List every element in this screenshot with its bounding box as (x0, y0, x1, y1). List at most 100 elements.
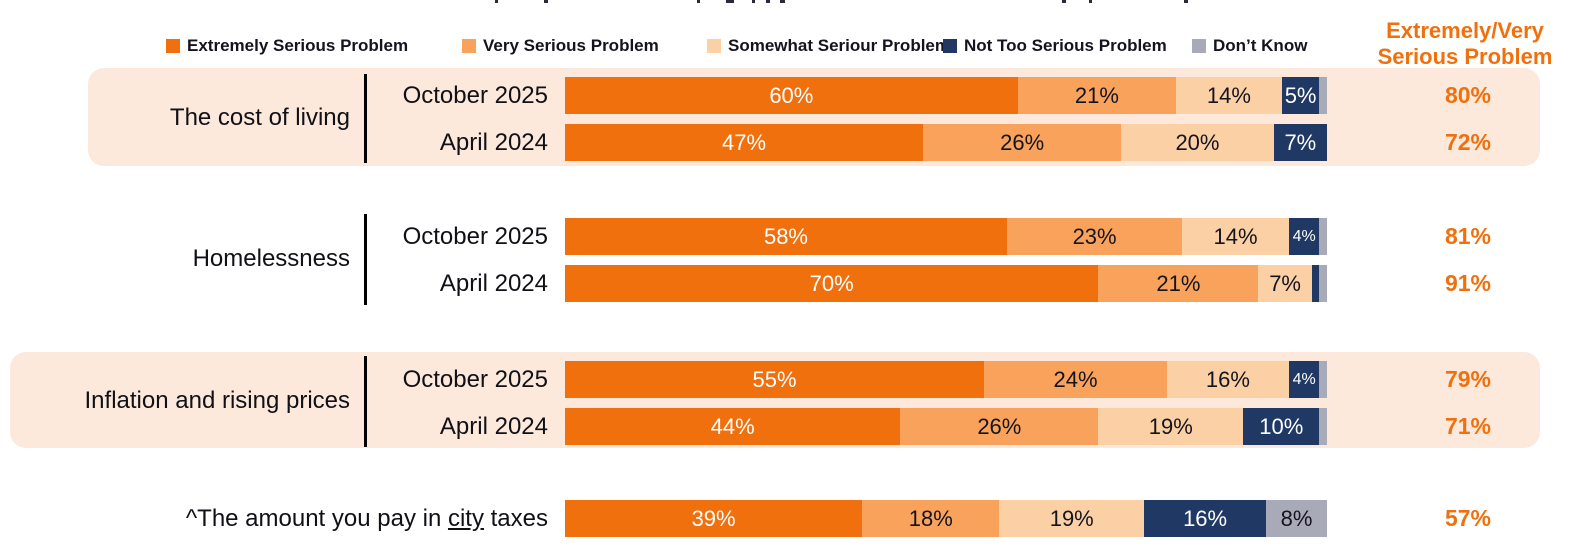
bar-segment-value: 55% (752, 366, 797, 392)
bar-segment-somewhat: 7% (1258, 265, 1312, 302)
bar-segment-not_too: 16% (1144, 500, 1267, 537)
legend-item-dont_know: Don’t Know (1192, 35, 1307, 57)
bar-segment-very: 24% (984, 361, 1167, 398)
bar-segment-not_too: 4% (1288, 218, 1320, 255)
bar-segment-very: 21% (1017, 77, 1177, 114)
legend-item-very: Very Serious Problem (462, 35, 659, 57)
bar-segment-value: 58% (763, 223, 808, 249)
bar-segment-extremely: 58% (565, 218, 1007, 255)
bar-segment-value: 14% (1206, 82, 1251, 108)
bar-segment-extremely: 47% (565, 124, 924, 161)
bar-segment-value: 5% (1284, 82, 1317, 108)
stacked-bar: 70% 21% 7% (565, 265, 1328, 302)
summary-value: 57% (1444, 505, 1492, 531)
cropped-title-fragment (697, 0, 700, 3)
bar-segment-value: 4% (1292, 227, 1316, 245)
bar-segment-value: 10% (1259, 413, 1304, 439)
bar-segment-very: 18% (862, 500, 1000, 537)
bar-segment-value: 16% (1183, 505, 1228, 531)
cropped-title-fragment (752, 0, 755, 3)
row-label-suffix: taxes (483, 505, 548, 532)
legend-swatch-not_too-icon (943, 39, 957, 53)
stacked-bar: 55% 24% 16% 4% (565, 361, 1327, 398)
stacked-bar: 60% 21% 14% 5% (565, 77, 1327, 114)
period-label: April 2024 (439, 413, 548, 440)
bar-segment-value: 14% (1213, 223, 1258, 249)
cropped-title-fragment (544, 0, 548, 3)
bar-segment-value: 20% (1175, 129, 1220, 155)
period-label: October 2025 (402, 366, 548, 393)
group-separator-line (364, 356, 367, 447)
summary-value: 79% (1444, 366, 1492, 392)
bar-segment-not_too: 7% (1273, 124, 1328, 161)
group-label: Homelessness (192, 245, 350, 272)
bar-segment-extremely: 70% (565, 265, 1099, 302)
bar-segment-dont_know (1319, 77, 1327, 114)
bar-segment-very: 23% (1006, 218, 1183, 255)
bar-segment-value: 16% (1205, 366, 1250, 392)
legend-swatch-extremely-icon (166, 39, 180, 53)
bar-segment-not_too: 10% (1243, 408, 1320, 445)
period-label: April 2024 (439, 129, 548, 156)
bar-segment-value: 19% (1049, 505, 1094, 531)
legend-label: Don’t Know (1213, 36, 1308, 55)
period-label: October 2025 (402, 223, 548, 250)
bar-segment-value: 26% (977, 413, 1022, 439)
bar-segment-somewhat: 14% (1176, 77, 1282, 114)
bar-segment-value: 26% (1000, 129, 1045, 155)
stacked-bar: 39% 18% 19% 16% 8% (565, 500, 1327, 537)
bar-segment-dont_know (1319, 361, 1327, 398)
bar-segment-not_too (1311, 265, 1320, 302)
summary-value: 81% (1444, 223, 1492, 249)
summary-value: 72% (1444, 129, 1492, 155)
group-separator-line (364, 74, 367, 163)
cropped-title-fragment (780, 0, 785, 3)
bar-segment-value: 18% (908, 505, 953, 531)
cropped-title-fragment (1089, 0, 1092, 3)
period-label: October 2025 (402, 82, 548, 109)
bar-segment-value: 70% (809, 270, 854, 296)
bar-segment-extremely: 44% (565, 408, 901, 445)
bar-segment-dont_know (1319, 265, 1328, 302)
bar-segment-extremely: 55% (565, 361, 985, 398)
legend-item-not_too: Not Too Serious Problem (943, 35, 1167, 57)
bar-segment-very: 26% (923, 124, 1122, 161)
bar-segment-value: 24% (1053, 366, 1098, 392)
cropped-title-fragment (1184, 0, 1188, 3)
row-label-prefix: ^The amount you pay in (185, 505, 448, 532)
bar-segment-extremely: 39% (565, 500, 863, 537)
summary-value: 80% (1444, 82, 1492, 108)
summary-value: 91% (1444, 270, 1492, 296)
bar-segment-dont_know: 8% (1266, 500, 1327, 537)
summary-column-header: Extremely/Very Serious Problem (1377, 18, 1553, 69)
bar-segment-value: 39% (691, 505, 736, 531)
legend-swatch-very-icon (462, 39, 476, 53)
bar-segment-value: 44% (710, 413, 755, 439)
legend-item-somewhat: Somewhat Seriour Problem (707, 35, 950, 57)
bar-segment-value: 4% (1292, 370, 1316, 388)
bar-segment-very: 26% (900, 408, 1099, 445)
legend-swatch-somewhat-icon (707, 39, 721, 53)
row-label: ^The amount you pay in city taxes (186, 500, 548, 537)
bar-segment-dont_know (1319, 218, 1328, 255)
bar-segment-very: 21% (1098, 265, 1259, 302)
legend-label: Not Too Serious Problem (964, 36, 1167, 55)
bar-segment-value: 21% (1156, 270, 1201, 296)
group-label: The cost of living (169, 104, 350, 131)
stacked-bar: 44% 26% 19% 10% (565, 408, 1328, 445)
bar-segment-dont_know (1319, 408, 1328, 445)
legend-swatch-dont_know-icon (1192, 39, 1206, 53)
bar-segment-value: 47% (722, 129, 767, 155)
cropped-title-fragment (495, 0, 498, 3)
bar-segment-value: 21% (1074, 82, 1119, 108)
bar-segment-value: 7% (1269, 270, 1301, 296)
bar-segment-value: 60% (769, 82, 814, 108)
bar-segment-value: 7% (1284, 129, 1317, 155)
legend-label: Extremely Serious Problem (187, 36, 409, 55)
bar-segment-not_too: 5% (1281, 77, 1320, 114)
bar-segment-somewhat: 19% (1098, 408, 1244, 445)
bar-segment-value: 8% (1280, 505, 1313, 531)
row-label-underlined-word: city (447, 505, 484, 532)
cropped-title-fragment (766, 0, 770, 3)
